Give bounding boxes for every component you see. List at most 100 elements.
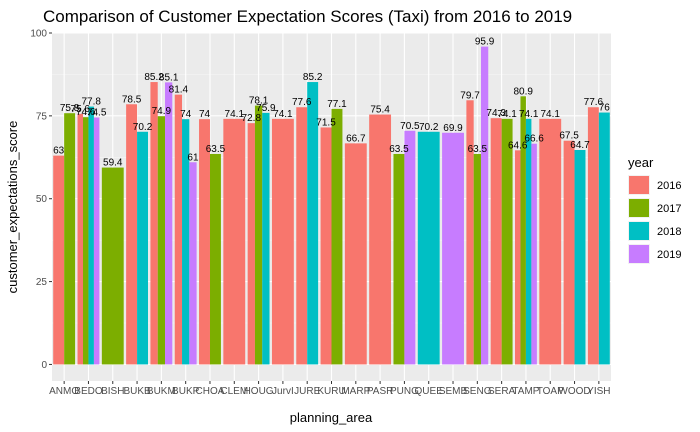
x-tick-label: JurvI xyxy=(272,386,294,397)
bar-BUKB-2018 xyxy=(137,131,149,365)
legend-label-2016: 2016 xyxy=(657,180,681,192)
data-label-ANMO-2017: 75.8 xyxy=(60,103,80,114)
bar-SEMB-2019 xyxy=(442,132,464,365)
legend-swatch-2016 xyxy=(629,176,649,194)
data-labels: 63 75.875.674.677.874.5 59.4 78.5 70.2 85.2 74… xyxy=(53,37,610,169)
data-label-BUKB-2016: 78.5 xyxy=(122,94,142,105)
data-label-SERA-2017: 74.1 xyxy=(497,109,517,120)
data-label-PASR-2016: 75.4 xyxy=(370,105,390,116)
x-tick-label: KURU xyxy=(317,386,345,397)
legend-label-2019: 2019 xyxy=(657,249,681,261)
x-tick-label: CLEM xyxy=(220,386,248,397)
data-label-BUKP-2018: 74 xyxy=(180,109,192,120)
bar-YISH-2016 xyxy=(587,107,599,365)
data-label-YISH-2018: 76 xyxy=(599,103,611,114)
data-label-CHOA-2017: 63.5 xyxy=(206,144,226,155)
x-tick-label: MARP xyxy=(341,386,370,397)
data-label-CHOA-2016: 74 xyxy=(199,109,211,120)
bar-WOOD-2016 xyxy=(563,140,575,365)
data-label-SERA-2016: 74.3 xyxy=(486,108,506,119)
bar-BUKP-2016 xyxy=(174,94,183,365)
bar-TOAP-2016 xyxy=(539,118,562,365)
bar-MARP-2016 xyxy=(344,143,367,365)
x-tick-label: TOAP xyxy=(537,386,564,397)
x-tick-label: CHOA xyxy=(196,386,225,397)
bar-JURE-2018 xyxy=(307,82,319,365)
legend: year 2016 2017 2018 2019 xyxy=(628,155,681,264)
data-label-BEDO-2017: 74.6 xyxy=(76,107,96,118)
x-tick-label: PASR xyxy=(367,386,394,397)
bar-BUKP-2018 xyxy=(182,119,190,365)
data-label-BUKB-2018: 70.2 xyxy=(133,122,153,133)
y-axis: 0 25 50 75 100 xyxy=(30,29,52,371)
data-label-JURE-2016: 77.6 xyxy=(292,97,312,108)
data-label-HOUG-2017: 78.1 xyxy=(249,96,269,107)
data-label-BEDO-2016: 75.6 xyxy=(71,104,91,115)
bar-BUKB-2016 xyxy=(126,104,138,365)
data-label-YISH-2016: 77.6 xyxy=(584,97,604,108)
x-tick-label: HOUG xyxy=(244,386,274,397)
bar-BUKM-2017 xyxy=(157,116,166,365)
bar-HOUG-2017 xyxy=(254,105,263,365)
data-label-QUEE-2018: 70.2 xyxy=(419,122,439,133)
data-label-JURE-2018: 85.2 xyxy=(303,72,323,83)
bar-SERA-2017 xyxy=(501,118,513,365)
bar-BUKP-2019 xyxy=(189,162,197,365)
x-tick-label: QUEE xyxy=(415,386,444,397)
bar-BISH-2017 xyxy=(101,167,124,365)
bar-TAMP-2016 xyxy=(514,150,521,365)
data-label-WOOD-2016: 67.5 xyxy=(559,131,579,142)
bar-TAMP-2019 xyxy=(531,143,537,365)
legend-swatch-2018 xyxy=(629,222,649,240)
legend-swatch-2019 xyxy=(629,245,649,263)
data-label-BUKM-2019: 85.1 xyxy=(159,72,179,83)
data-label-SENG-2017: 63.5 xyxy=(468,144,488,155)
data-label-SEMB-2019: 69.9 xyxy=(443,123,463,134)
x-tick-label: BUKM xyxy=(147,386,176,397)
bar-CHOA-2017 xyxy=(209,153,221,365)
x-tick-label: TAMP xyxy=(512,386,539,397)
bar-PASR-2016 xyxy=(369,114,392,365)
bar-YISH-2018 xyxy=(598,112,610,365)
bar-WOOD-2018 xyxy=(574,149,586,365)
data-label-BISH-2017: 59.4 xyxy=(103,158,123,169)
bar-CLEM-2016 xyxy=(223,118,246,365)
x-tick-label: JURE xyxy=(294,386,320,397)
x-tick-label: BISH xyxy=(101,386,124,397)
bar-ANMO-2016 xyxy=(53,155,65,365)
bar-JURE-2016 xyxy=(296,107,308,365)
bar-SENG-2017 xyxy=(473,153,481,365)
x-axis-title: planning_area xyxy=(290,410,373,425)
legend-title: year xyxy=(628,155,654,170)
data-label-TAMP-2016: 64.6 xyxy=(508,140,528,151)
data-label-MARP-2016: 66.7 xyxy=(346,133,366,144)
data-label-PUNG-2017: 63.5 xyxy=(389,144,409,155)
bar-PUNG-2017 xyxy=(393,153,405,365)
bar-KURU-2016 xyxy=(320,127,332,365)
data-label-HOUG-2016: 72.8 xyxy=(242,113,262,124)
data-label-ANMO-2016: 63 xyxy=(53,146,65,157)
y-tick-label: 0 xyxy=(41,360,47,371)
data-label-BEDO-2019: 74.5 xyxy=(87,108,107,119)
x-tick-label: YISH xyxy=(587,386,610,397)
bar-ANMO-2017 xyxy=(64,113,76,365)
bars xyxy=(53,46,610,365)
bar-BEDO-2017 xyxy=(82,117,89,365)
data-label-KURU-2016: 71.5 xyxy=(316,117,336,128)
y-tick-label: 50 xyxy=(36,194,48,205)
data-label-BEDO-2018: 77.8 xyxy=(81,97,101,108)
legend-label-2017: 2017 xyxy=(657,203,681,215)
x-tick-label: PUNG xyxy=(390,386,419,397)
x-tick-label: SERA xyxy=(488,386,516,397)
data-label-TAMP-2018: 74.1 xyxy=(519,109,539,120)
bar-SENG-2019 xyxy=(480,46,489,365)
bar-CHOA-2016 xyxy=(199,119,210,365)
bar-BEDO-2019 xyxy=(93,117,100,365)
bar-HOUG-2018 xyxy=(262,112,270,365)
y-tick-label: 75 xyxy=(36,111,48,122)
data-label-SENG-2016: 79.7 xyxy=(460,90,480,101)
bar-BUKM-2019 xyxy=(165,82,173,365)
data-label-TAMP-2019: 66.6 xyxy=(524,134,544,145)
data-label-CLEM-2016: 74.1 xyxy=(225,109,245,120)
bar-BEDO-2016 xyxy=(77,113,83,365)
